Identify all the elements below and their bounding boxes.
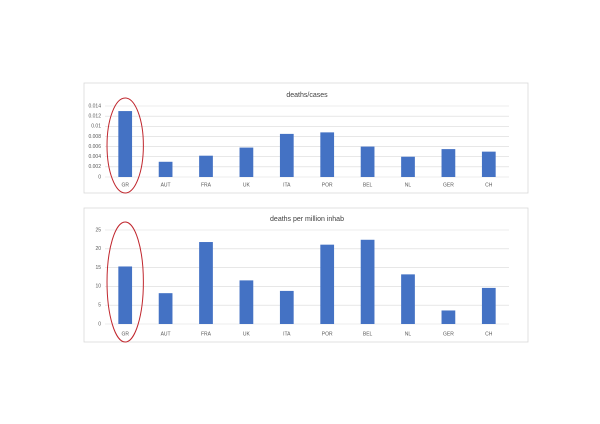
x-tick-label: GER	[443, 331, 454, 337]
bar	[320, 132, 335, 177]
y-tick-label: 10	[95, 284, 101, 290]
x-tick-label: GER	[443, 182, 454, 188]
x-tick-label: POR	[322, 331, 333, 337]
y-tick-label: 5	[98, 303, 101, 309]
bar	[481, 287, 496, 324]
y-tick-label: 15	[95, 265, 101, 271]
bar	[401, 156, 415, 177]
bar	[401, 274, 415, 324]
x-tick-label: CH	[485, 182, 493, 188]
x-tick-label: ITA	[283, 331, 291, 337]
bar	[118, 266, 133, 324]
x-tick-label: FRA	[201, 331, 212, 337]
y-tick-label: 0	[98, 321, 101, 327]
bar	[360, 146, 375, 177]
y-tick-label: 0.01	[91, 124, 101, 130]
bar	[118, 111, 133, 177]
chart-title: deaths per million inhab	[270, 216, 344, 223]
bar	[481, 151, 496, 177]
x-tick-label: GR	[121, 331, 129, 337]
x-tick-label: NL	[405, 331, 412, 337]
chart-frame	[83, 82, 529, 194]
bar	[279, 133, 294, 177]
bar	[279, 290, 294, 324]
highlight-ellipse	[106, 221, 144, 343]
x-tick-label: ITA	[283, 182, 291, 188]
bar	[199, 242, 213, 324]
x-tick-label: FRA	[201, 182, 212, 188]
bar	[239, 147, 254, 177]
x-tick-label: BEL	[363, 182, 373, 188]
chart-frame	[83, 207, 529, 343]
x-tick-label: NL	[405, 182, 412, 188]
y-tick-label: 0.012	[88, 113, 101, 119]
y-tick-label: 0.014	[88, 103, 101, 109]
x-tick-label: AUT	[161, 331, 171, 337]
y-tick-label: 0.008	[88, 134, 101, 140]
y-tick-label: 0.004	[88, 154, 101, 160]
chart-title: deaths/cases	[286, 92, 328, 99]
bar	[320, 244, 335, 324]
x-tick-label: UK	[243, 331, 251, 337]
bar	[158, 161, 173, 177]
x-tick-label: BEL	[363, 331, 373, 337]
bar	[239, 280, 254, 324]
y-tick-label: 0.002	[88, 164, 101, 170]
x-tick-label: CH	[485, 331, 493, 337]
y-tick-label: 20	[95, 246, 101, 252]
y-tick-label: 0.006	[88, 144, 101, 150]
x-tick-label: UK	[243, 182, 251, 188]
bar	[199, 155, 213, 177]
y-tick-label: 25	[95, 227, 101, 233]
y-tick-label: 0	[98, 174, 101, 180]
highlight-ellipse	[106, 97, 144, 194]
x-tick-label: POR	[322, 182, 333, 188]
x-tick-label: GR	[121, 182, 129, 188]
bar	[158, 293, 173, 324]
bar	[360, 239, 375, 324]
x-tick-label: AUT	[161, 182, 171, 188]
bar	[441, 310, 456, 324]
bar	[441, 149, 456, 177]
